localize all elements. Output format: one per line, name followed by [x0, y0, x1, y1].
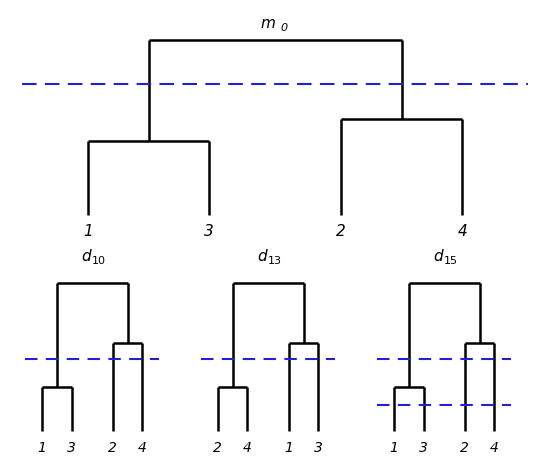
Text: 1: 1	[37, 441, 46, 455]
Text: 2: 2	[460, 441, 469, 455]
Text: d: d	[81, 249, 90, 264]
Text: 15: 15	[444, 256, 458, 266]
Text: 4: 4	[243, 441, 252, 455]
Text: 3: 3	[205, 224, 214, 239]
Text: 2: 2	[336, 224, 345, 239]
Text: 3: 3	[67, 441, 76, 455]
Text: 4: 4	[458, 224, 467, 239]
Text: m: m	[260, 16, 275, 31]
Text: 4: 4	[138, 441, 147, 455]
Text: 1: 1	[284, 441, 293, 455]
Text: 3: 3	[314, 441, 323, 455]
Text: 2: 2	[213, 441, 222, 455]
Text: d: d	[257, 249, 266, 264]
Text: 0: 0	[280, 23, 287, 33]
Text: 4: 4	[490, 441, 499, 455]
Text: 1: 1	[389, 441, 398, 455]
Text: 10: 10	[92, 256, 106, 266]
Text: 13: 13	[268, 256, 282, 266]
Text: 3: 3	[419, 441, 428, 455]
Text: 2: 2	[108, 441, 117, 455]
Text: d: d	[433, 249, 442, 264]
Text: 1: 1	[83, 224, 92, 239]
